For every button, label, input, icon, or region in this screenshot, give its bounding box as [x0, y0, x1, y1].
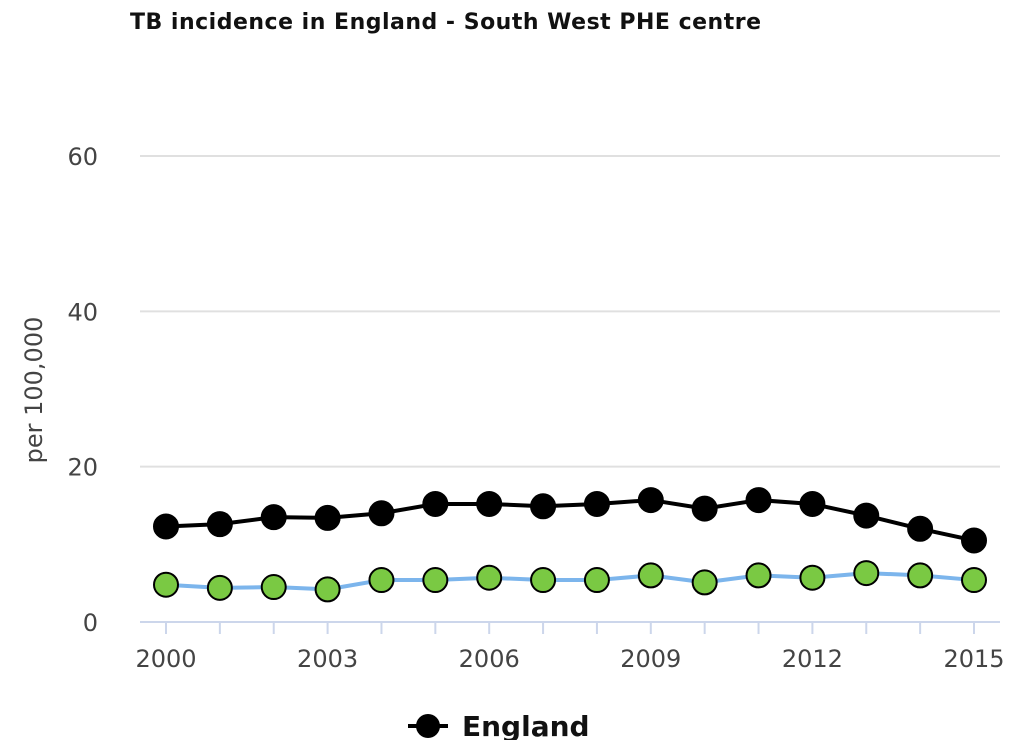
data-point — [745, 487, 772, 514]
data-point — [961, 567, 987, 594]
legend-label-england: England — [462, 710, 590, 740]
y-axis-ticks: 0 20 40 60 — [67, 143, 98, 637]
data-point — [476, 564, 503, 591]
series-south-west — [153, 560, 987, 603]
data-point — [583, 567, 610, 594]
data-point — [260, 574, 287, 601]
data-point — [530, 567, 557, 594]
data-point — [422, 490, 449, 517]
data-point — [260, 504, 287, 531]
data-point — [206, 511, 233, 538]
x-axis: 2000 2003 2006 2009 2012 2015 — [135, 621, 1005, 673]
x-tick-label: 2015 — [943, 645, 1004, 673]
data-point — [637, 562, 664, 589]
data-point — [314, 576, 341, 603]
data-point — [799, 564, 826, 591]
series-england — [153, 487, 987, 554]
series-line — [165, 498, 975, 543]
chart-title: TB incidence in England - South West PHE… — [130, 10, 762, 35]
data-point — [691, 569, 718, 596]
data-point — [476, 490, 503, 517]
data-point — [422, 567, 449, 594]
data-point — [583, 490, 610, 517]
data-point — [206, 574, 233, 601]
x-tick-label: 2003 — [297, 645, 358, 673]
data-point — [691, 495, 718, 522]
data-point — [853, 560, 880, 587]
x-tick-label: 2006 — [459, 645, 520, 673]
data-point — [853, 502, 880, 529]
data-point — [314, 504, 341, 531]
series-group — [153, 487, 987, 603]
y-tick-label: 60 — [67, 143, 98, 171]
x-tick-label: 2009 — [620, 645, 681, 673]
y-axis-label: per 100,000 — [20, 317, 48, 464]
legend[interactable]: England — [408, 710, 590, 740]
legend-marker — [416, 714, 440, 738]
data-point — [368, 567, 395, 594]
y-tick-label: 0 — [83, 609, 98, 637]
x-tick-label: 2000 — [135, 645, 196, 673]
y-tick-label: 40 — [67, 298, 98, 326]
x-tick-label: 2012 — [782, 645, 843, 673]
data-point — [745, 562, 772, 589]
data-point — [907, 562, 934, 589]
data-point — [368, 500, 395, 527]
data-point — [153, 513, 179, 540]
data-point — [907, 515, 934, 542]
data-point — [961, 527, 987, 554]
data-point — [799, 490, 826, 517]
y-tick-label: 20 — [67, 454, 98, 482]
gridlines — [140, 155, 1000, 468]
data-point — [153, 571, 179, 598]
data-point — [530, 493, 557, 520]
data-point — [637, 487, 664, 514]
series-line — [165, 571, 975, 592]
